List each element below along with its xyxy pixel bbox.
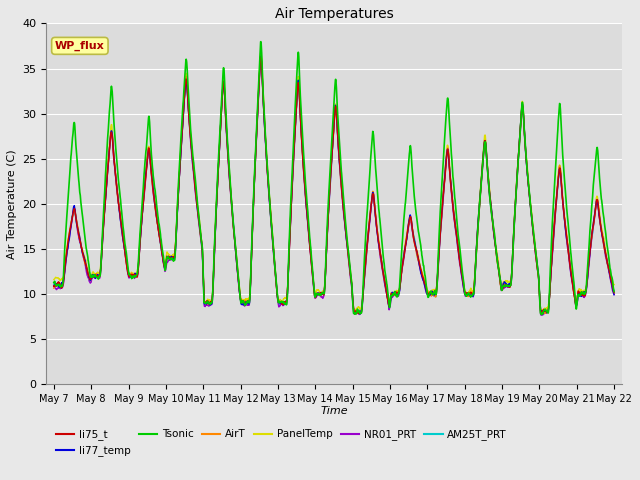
PanelTemp [363,248,371,254]
li77_temp [363,244,371,250]
AM25T_PRT [497,285,505,291]
AirT [257,53,264,59]
PanelTemp [577,288,584,293]
AirT [497,286,505,292]
AM25T_PRT [50,281,58,287]
AM25T_PRT [357,310,365,316]
NR01_PRT [561,222,569,228]
Text: WP_flux: WP_flux [55,41,105,51]
AirT [351,311,358,317]
Line: PanelTemp: PanelTemp [54,52,614,312]
li75_t [355,311,363,316]
Tsonic [611,288,618,294]
Line: AirT: AirT [54,56,614,314]
AirT [50,285,58,291]
PanelTemp [561,220,569,226]
PanelTemp [206,298,214,303]
li75_t [50,283,58,289]
NR01_PRT [497,286,505,291]
PanelTemp [257,49,265,55]
AirT [206,300,214,306]
Line: li75_t: li75_t [54,57,614,313]
NR01_PRT [257,56,265,62]
AirT [351,310,358,315]
NR01_PRT [351,310,358,316]
X-axis label: Time: Time [320,407,348,417]
li75_t [577,291,584,297]
li75_t [257,54,265,60]
Tsonic [561,184,569,190]
li77_temp [257,53,265,59]
AM25T_PRT [363,247,371,253]
Legend: li75_t, li77_temp, Tsonic, AirT, PanelTemp, NR01_PRT, AM25T_PRT: li75_t, li77_temp, Tsonic, AirT, PanelTe… [52,425,511,461]
AM25T_PRT [351,309,358,315]
PanelTemp [50,276,58,282]
li77_temp [356,311,364,317]
NR01_PRT [363,251,371,256]
AirT [561,220,569,226]
Tsonic [50,280,58,286]
NR01_PRT [577,290,584,296]
AM25T_PRT [611,288,618,294]
li75_t [206,300,214,305]
NR01_PRT [539,312,547,318]
Tsonic [577,292,584,298]
li77_temp [206,302,214,308]
Tsonic [497,284,505,289]
li75_t [497,286,505,292]
Title: Air Temperatures: Air Temperatures [275,7,394,21]
Tsonic [363,218,371,224]
Tsonic [538,312,545,317]
Line: Tsonic: Tsonic [54,42,614,314]
Line: li77_temp: li77_temp [54,56,614,314]
NR01_PRT [206,302,214,308]
li75_t [611,290,618,296]
AM25T_PRT [257,53,264,59]
NR01_PRT [50,283,58,288]
AirT [611,290,618,296]
PanelTemp [611,282,618,288]
li75_t [351,309,358,315]
Tsonic [206,301,214,307]
PanelTemp [351,307,358,313]
AM25T_PRT [561,222,569,228]
li77_temp [497,283,505,289]
li77_temp [50,284,58,289]
AirT [363,246,371,252]
Tsonic [257,39,265,45]
li77_temp [561,222,569,228]
li77_temp [611,292,618,298]
Y-axis label: Air Temperature (C): Air Temperature (C) [7,149,17,259]
Line: NR01_PRT: NR01_PRT [54,59,614,315]
li77_temp [351,310,358,316]
PanelTemp [538,309,546,314]
AirT [577,289,584,295]
PanelTemp [497,281,505,287]
Line: AM25T_PRT: AM25T_PRT [54,56,614,313]
li75_t [561,220,569,226]
li75_t [363,247,371,252]
NR01_PRT [611,292,618,298]
AM25T_PRT [577,290,584,296]
li77_temp [577,293,584,299]
AM25T_PRT [206,297,214,303]
Tsonic [351,310,358,316]
